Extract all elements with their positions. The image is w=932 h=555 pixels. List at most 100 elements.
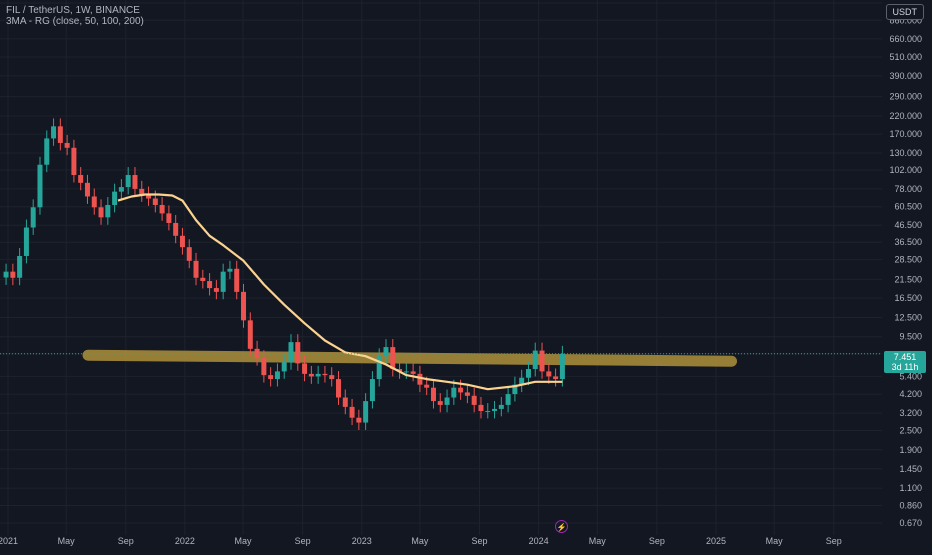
candle [322,365,328,383]
candle-body [23,227,29,256]
candle-body [261,358,267,376]
y-tick-label: 60.500 [894,202,922,212]
y-tick-label: 46.500 [894,220,922,230]
candle [485,403,491,419]
y-tick-label: 660.000 [889,34,922,44]
symbol-title: FIL / TetherUS, 1W, BINANCE [6,5,140,16]
candle [213,280,219,300]
candle-body [84,182,90,197]
y-tick-label: 3.200 [899,408,922,418]
candle-body [193,260,199,278]
candle [10,263,16,286]
candle [207,273,213,296]
candle [241,283,247,328]
candle-body [213,288,219,292]
candle [302,355,308,382]
candle [444,389,450,413]
x-tick-label: Sep [472,536,488,546]
candle-body [37,164,43,208]
currency-button[interactable]: USDT [885,4,924,20]
candle [559,345,565,387]
candle-body [268,375,274,380]
candle [342,389,348,415]
candle-body [403,371,409,373]
candle [288,334,294,370]
y-tick-label: 12.500 [894,312,922,322]
candle-body [471,395,477,405]
x-tick-label: Sep [295,536,311,546]
candle-body [539,350,545,372]
candle-body [3,271,9,278]
trend-highlight-line[interactable] [82,349,738,367]
candle-body [71,147,77,176]
candle [112,183,118,213]
candle-body [274,371,280,380]
candle-body [64,142,70,148]
candle-body [179,235,185,248]
y-tick-label: 5.400 [899,371,922,381]
candle-body [390,347,396,370]
candle [91,188,97,215]
candle-body [315,373,321,377]
candle [295,334,301,371]
drawn-horizontal-line[interactable] [82,349,738,367]
candle [274,363,280,387]
candle [281,354,287,379]
candle-body [17,255,23,278]
x-tick-label: Sep [826,536,842,546]
candle-body [288,342,294,363]
candle-body [363,401,369,423]
candle [84,174,90,204]
candle-body [512,384,518,395]
candle [308,365,314,384]
candle-body [186,247,192,261]
y-tick-label: 0.860 [899,500,922,510]
candle [390,339,396,377]
indicator-label[interactable]: 3MA - RG (close, 50, 100, 200) [6,16,144,27]
price-axis[interactable]: 860.000 660.000 510.000 390.000 290.000 220.0… [889,15,922,528]
candle [505,386,511,413]
candle-body [57,126,63,143]
candle-body [451,387,457,398]
candle [234,260,240,300]
candle-body [118,187,124,192]
candle [118,179,124,200]
y-tick-label: 21.500 [894,274,922,284]
candle [179,227,185,255]
candle [430,379,436,409]
candle-body [410,371,416,374]
candle [186,239,192,269]
x-tick-label: May [589,536,607,546]
ma-curve [117,193,563,391]
candle-body [458,387,464,393]
candle-body [376,356,382,380]
candle-body [254,348,260,359]
candle [383,339,389,364]
candle-body [241,291,247,321]
candle-body [98,207,104,218]
candle-body [112,191,118,205]
y-tick-label: 102.000 [889,165,922,175]
time-axis[interactable]: 2021 May Sep 2022 May Sep 2023 May Sep 2024 May Sep… [0,536,842,546]
candle [471,387,477,413]
candle [261,350,267,383]
candle-body [335,379,341,398]
grid [0,0,882,535]
candle [3,263,9,285]
candle [553,368,559,387]
candle-body [10,271,16,278]
candle [220,263,226,300]
lightning-icon[interactable]: ⚡ [555,520,568,533]
x-tick-label: Sep [118,536,134,546]
y-tick-label: 9.500 [899,332,922,342]
candle-body [44,138,50,165]
y-tick-label: 860.000 [889,15,922,25]
candle [437,393,443,413]
x-tick-label: May [58,536,76,546]
candle [369,371,375,409]
candle-body [437,401,443,405]
candle-body [546,371,552,377]
candle-body [173,222,179,236]
